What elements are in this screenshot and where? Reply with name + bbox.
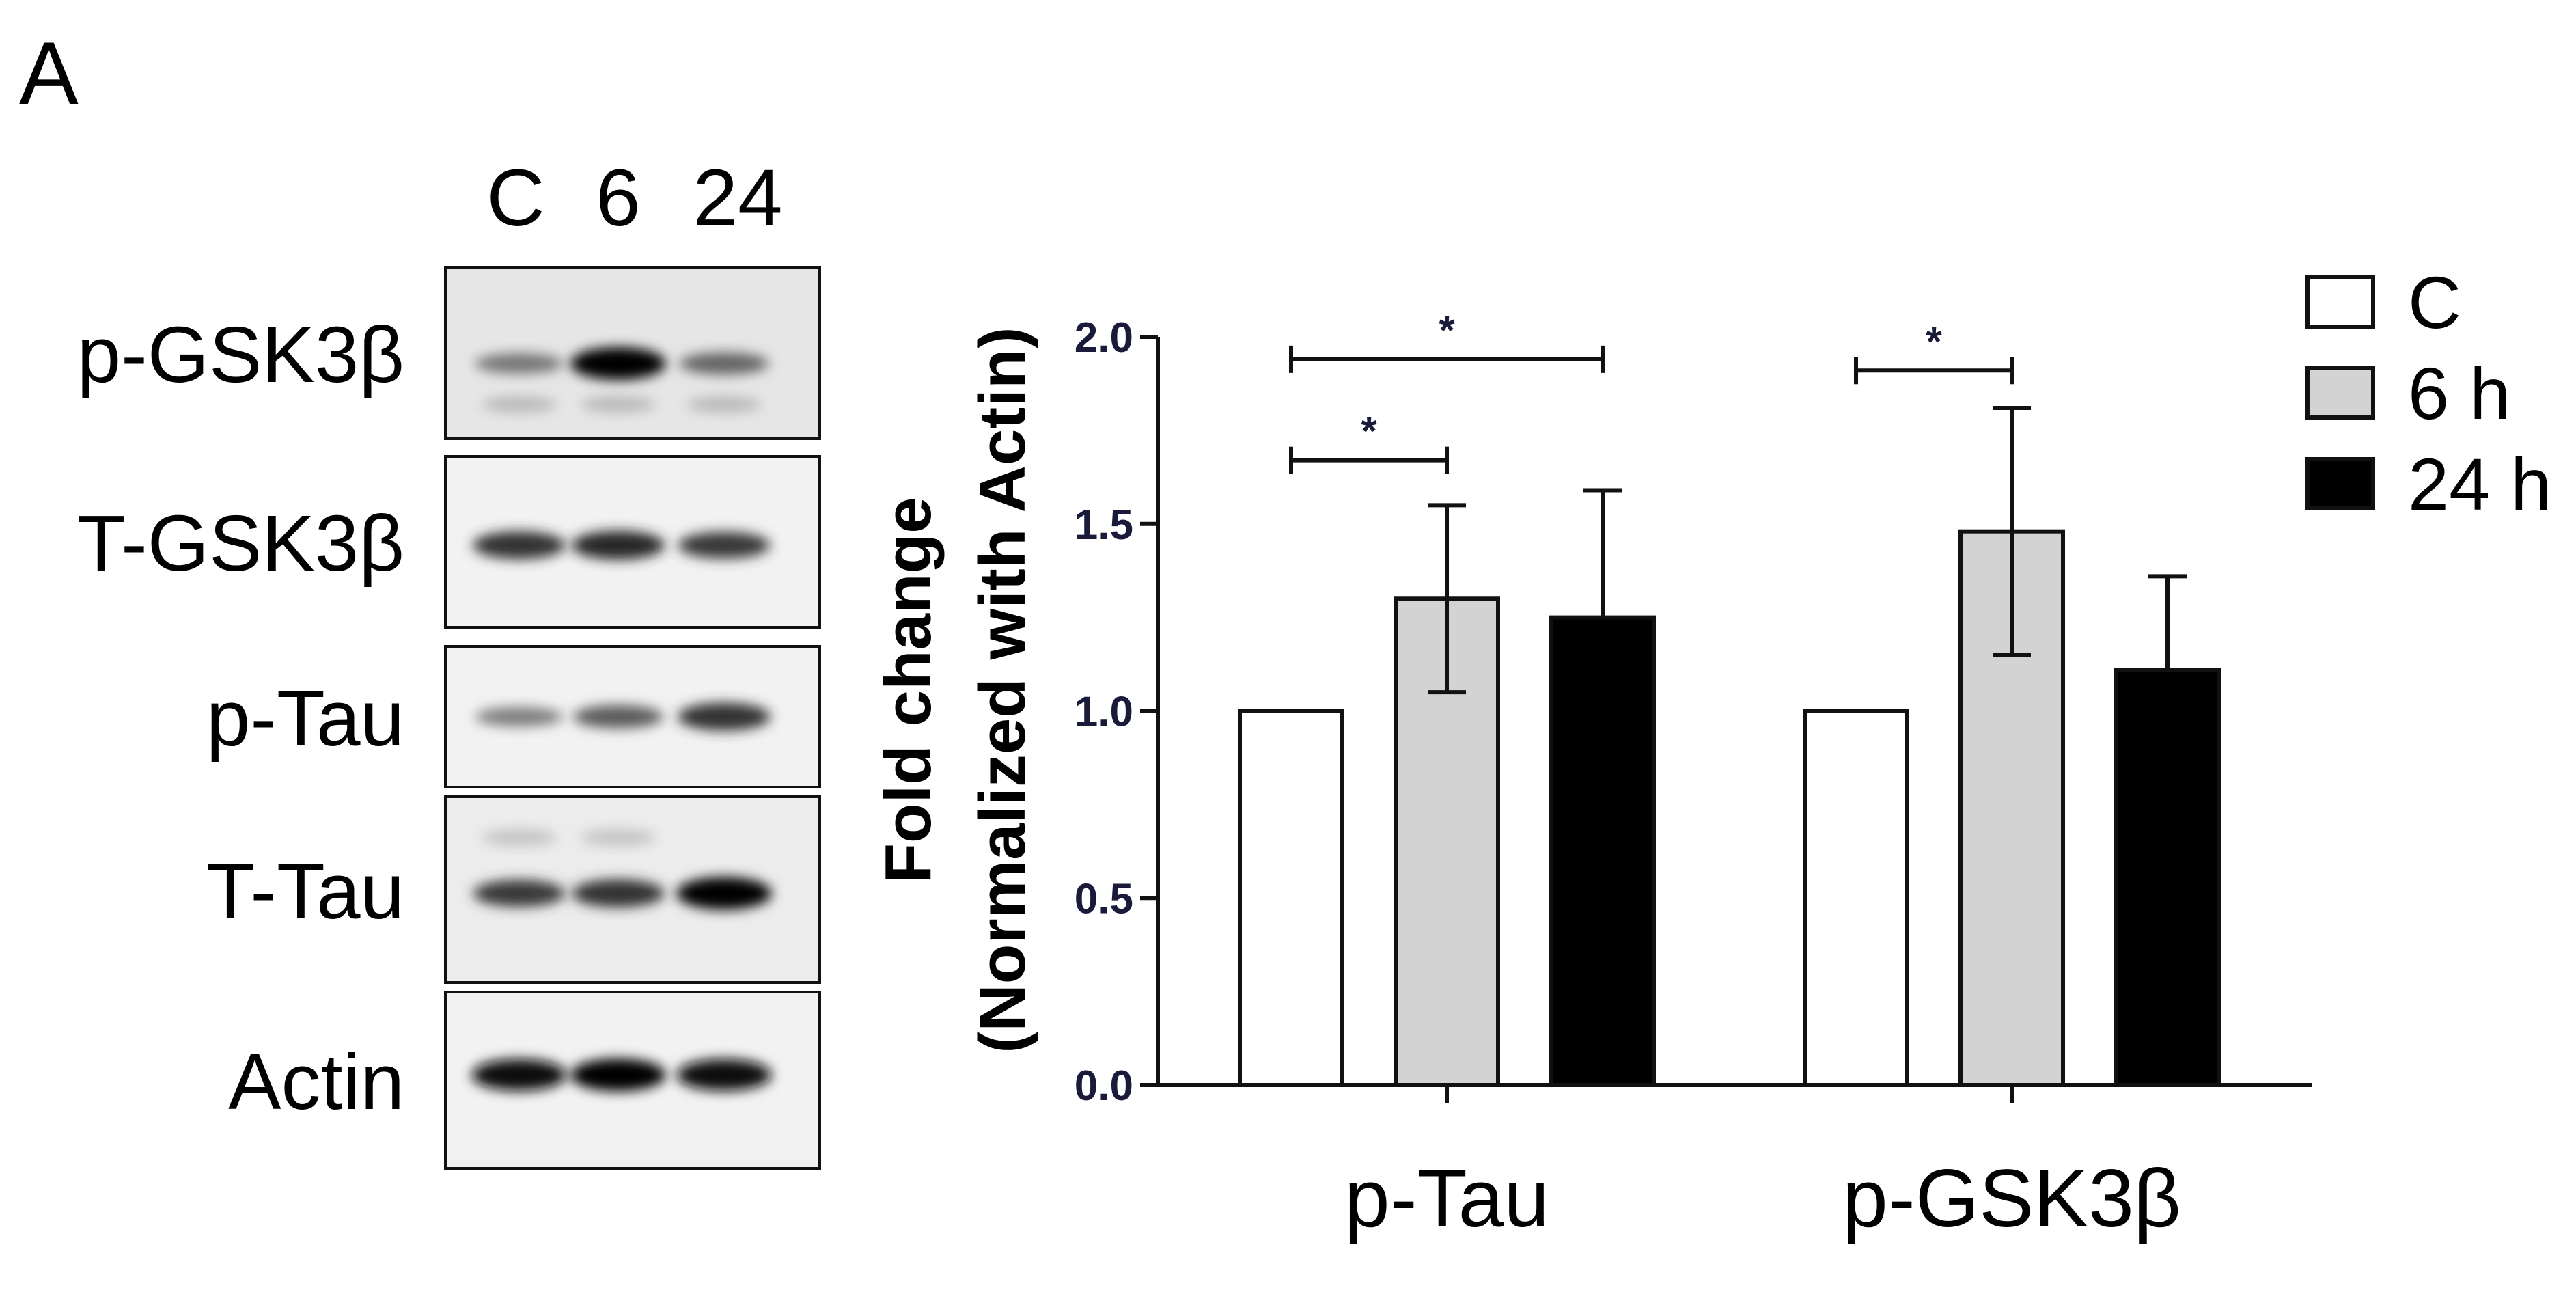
blot-band xyxy=(473,531,566,560)
significance-star: * xyxy=(1439,307,1455,353)
western-blot-panel: C 6 24 p-GSK3β T-GSK3β p-Tau T-Tau Actin xyxy=(77,153,821,1170)
y-tick-label: 0.0 xyxy=(1075,1062,1133,1110)
legend-swatch-c xyxy=(2305,275,2375,329)
bar-chart: Fold change (Normalized with Actin) 0.0 0… xyxy=(872,261,2551,1244)
blot-band xyxy=(475,353,564,374)
blot-band xyxy=(471,1058,567,1091)
blot-band-faint xyxy=(581,396,656,413)
x-category-label: p-Tau xyxy=(1344,1153,1549,1244)
y-tick-label: 1.5 xyxy=(1075,502,1133,549)
y-tick-label: 2.0 xyxy=(1075,314,1133,361)
y-tick-label: 1.0 xyxy=(1075,689,1133,736)
lane-label-6h: 6 xyxy=(596,153,641,243)
significance-bracket: * xyxy=(1854,318,2014,385)
y-axis-label-line1: Fold change xyxy=(872,497,945,883)
bar-24-h-p-gsk3beta xyxy=(2114,668,2221,1087)
blot-band xyxy=(572,879,665,907)
lane-label-24h: 24 xyxy=(693,153,782,243)
y-tick-label: 0.5 xyxy=(1075,875,1133,922)
blot-row-p-tau: p-Tau xyxy=(206,645,821,788)
blot-row-t-gsk3beta: T-GSK3β xyxy=(77,455,821,629)
blot-band xyxy=(678,702,771,731)
blot-band-faint xyxy=(581,829,656,846)
blot-band-faint xyxy=(482,829,557,846)
blot-row-label: Actin xyxy=(228,1037,404,1126)
blot-band xyxy=(676,1058,772,1091)
blot-row-t-tau: T-Tau xyxy=(206,795,821,984)
blot-band xyxy=(570,347,666,380)
lane-label-control: C xyxy=(486,153,544,243)
significance-star: * xyxy=(1926,318,1942,364)
bar-24-h-p-tau xyxy=(1549,615,1656,1087)
legend-label-6-h: 6 h xyxy=(2408,352,2510,435)
legend-swatch-24-h xyxy=(2305,457,2375,510)
y-axis-label-line2: (Normalized with Actin) xyxy=(966,327,1039,1053)
blot-band xyxy=(475,706,564,727)
chart-legend: C6 h24 h xyxy=(2305,261,2551,525)
legend-label-24-h: 24 h xyxy=(2408,443,2551,525)
panel-label: A xyxy=(19,23,79,123)
blot-band xyxy=(676,877,772,910)
blot-band xyxy=(573,705,663,728)
legend-swatch-6-h xyxy=(2305,366,2375,420)
significance-bracket: * xyxy=(1289,307,1605,373)
blot-band xyxy=(571,530,665,560)
x-category-label: p-GSK3β xyxy=(1842,1153,2181,1244)
blot-band xyxy=(473,879,566,907)
bar-c-p-tau xyxy=(1238,709,1344,1087)
blot-band xyxy=(679,352,769,375)
significance-star: * xyxy=(1361,409,1377,454)
blot-band xyxy=(678,532,771,559)
bar-c-p-gsk3beta xyxy=(1803,709,1909,1087)
blot-band-faint xyxy=(687,396,762,413)
blot-row-actin: Actin xyxy=(228,991,821,1170)
blot-row-label: p-GSK3β xyxy=(77,310,404,399)
blot-row-label: T-Tau xyxy=(206,847,404,935)
significance-bracket: * xyxy=(1289,409,1449,474)
blot-row-p-gsk3beta: p-GSK3β xyxy=(77,266,821,440)
blot-band-faint xyxy=(482,396,557,413)
blot-row-label: T-GSK3β xyxy=(77,499,404,588)
blot-band xyxy=(570,1058,666,1092)
blot-row-label: p-Tau xyxy=(206,674,404,763)
legend-label-c: C xyxy=(2408,261,2461,344)
